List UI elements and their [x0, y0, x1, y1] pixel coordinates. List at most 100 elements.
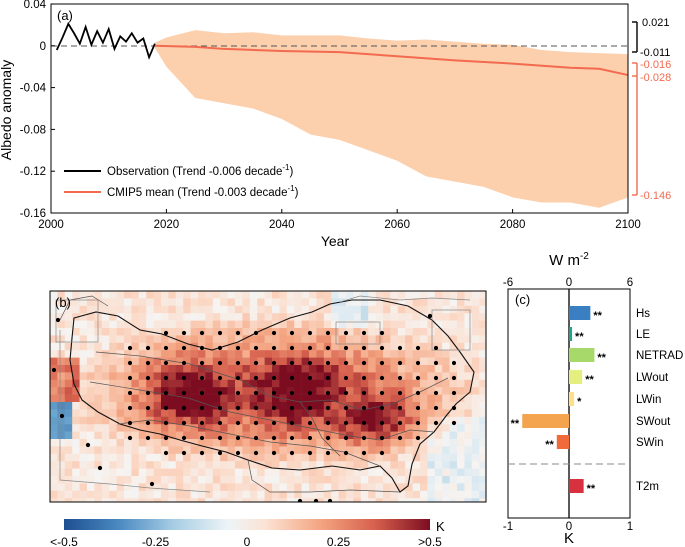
map-cell: [87, 335, 95, 344]
map-cell: [368, 446, 376, 455]
map-cell: [434, 498, 443, 502]
map-cell: [272, 490, 280, 499]
map-cell: [205, 328, 214, 336]
map-cell: [471, 476, 480, 484]
map-cell: [124, 453, 132, 462]
map-cell: [146, 365, 154, 373]
map-cell: [442, 453, 450, 462]
map-cell: [309, 379, 317, 388]
map-cell: [323, 468, 332, 477]
map-cell: [249, 335, 258, 344]
map-cell: [183, 490, 191, 499]
map-cell: [153, 461, 162, 469]
map-cell: [464, 476, 473, 484]
map-cell: [331, 431, 339, 440]
map-cell: [138, 313, 147, 321]
map-cell: [420, 476, 428, 484]
map-cell: [109, 291, 117, 299]
colorbar-tick-label: <-0.5: [50, 535, 78, 547]
map-cell: [471, 483, 480, 492]
map-cell: [183, 394, 191, 403]
top-tick-label: -6: [503, 277, 513, 289]
map-cell: [131, 313, 140, 321]
map-cell: [242, 320, 251, 329]
map-cell: [286, 468, 295, 477]
map-cell: [368, 468, 376, 477]
significance-dot: [379, 420, 385, 426]
map-cell: [64, 379, 73, 388]
map-cell: [131, 402, 140, 410]
map-cell: [249, 357, 258, 366]
map-cell: [198, 453, 206, 462]
map-cell: [301, 365, 310, 373]
map-cell: [109, 342, 117, 351]
map-cell: [479, 402, 486, 410]
map-cell: [161, 446, 169, 455]
map-cell: [175, 439, 184, 447]
map-cell: [397, 305, 406, 314]
map-cell: [205, 409, 214, 418]
map-cell: [272, 498, 280, 502]
map-cell: [397, 490, 406, 499]
map-cell: [264, 350, 273, 358]
map-cell: [383, 379, 391, 388]
map-cell: [449, 453, 458, 462]
map-cell: [249, 402, 258, 410]
map-cell: [390, 446, 399, 455]
map-cell: [50, 313, 58, 321]
map-cell: [79, 298, 88, 307]
map-cell: [116, 483, 125, 492]
map-cell: [420, 394, 428, 403]
map-cell: [79, 424, 88, 432]
map-cell: [434, 335, 443, 344]
map-cell: [87, 342, 95, 351]
map-cell: [294, 453, 302, 462]
significance-dot: [127, 345, 133, 351]
map-cell: [205, 453, 214, 462]
map-cell: [183, 335, 191, 344]
map-cell: [434, 468, 443, 477]
map-cell: [301, 372, 310, 381]
map-cell: [138, 372, 147, 381]
map-cell: [249, 328, 258, 336]
map-cell: [146, 372, 154, 381]
map-cell: [101, 424, 110, 432]
map-cell: [79, 291, 88, 299]
map-cell: [183, 446, 191, 455]
map-cell: [427, 483, 436, 492]
map-cell: [57, 379, 66, 388]
map-cell: [212, 402, 221, 410]
colorbar-tick-label: 0.25: [327, 535, 351, 547]
map-cell: [272, 453, 280, 462]
map-cell: [420, 483, 428, 492]
map-cell: [124, 365, 132, 373]
map-cell: [383, 320, 391, 329]
map-cell: [316, 313, 325, 321]
significance-dot: [181, 375, 187, 381]
map-cell: [109, 372, 117, 381]
map-cell: [346, 476, 354, 484]
map-cell: [368, 431, 376, 440]
map-cell: [175, 476, 184, 484]
map-cell: [183, 439, 191, 447]
map-cell: [412, 379, 421, 388]
map-cell: [94, 350, 103, 358]
map-cell: [227, 476, 236, 484]
map-cell: [124, 483, 132, 492]
map-cell: [220, 335, 228, 344]
map-cell: [434, 379, 443, 388]
map-cell: [64, 394, 73, 403]
map-cell: [124, 357, 132, 366]
map-cell: [279, 298, 288, 307]
map-cell: [309, 431, 317, 440]
map-cell: [383, 387, 391, 395]
significance-dot: [343, 345, 349, 351]
map-cell: [457, 328, 465, 336]
map-cell: [94, 365, 103, 373]
panel-a-tag: (a): [57, 8, 73, 23]
map-cell: [257, 335, 265, 344]
map-cell: [249, 431, 258, 440]
map-cell: [161, 305, 169, 314]
map-cell: [257, 431, 265, 440]
map-cell: [412, 498, 421, 502]
